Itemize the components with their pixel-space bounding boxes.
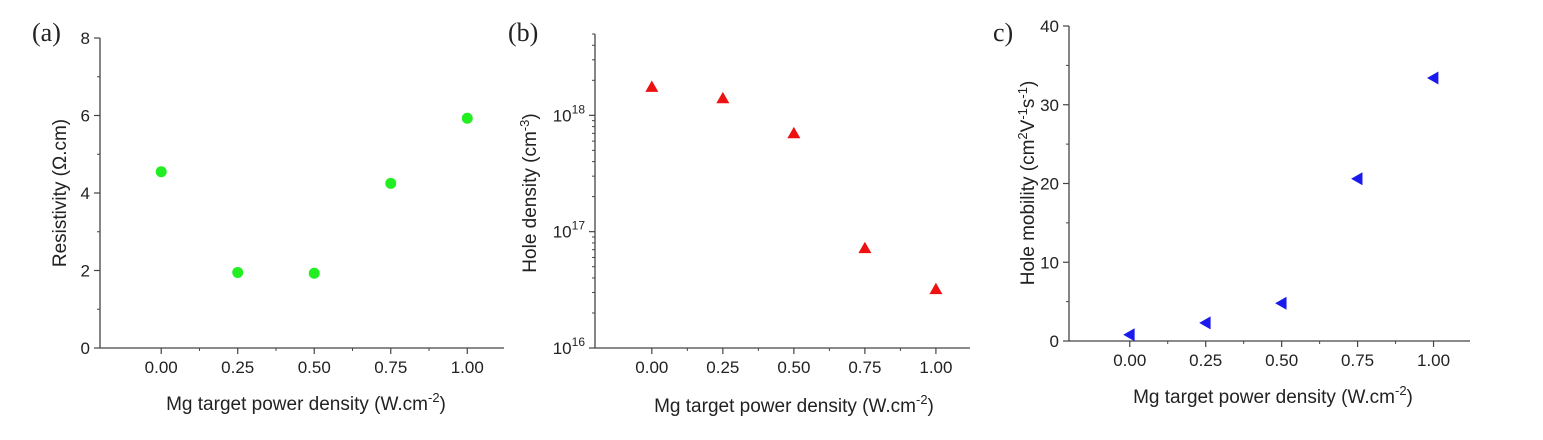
panel-c-x-axis-label: Mg target power density (W.cm-2) bbox=[1133, 383, 1413, 408]
panel-b: (b) 0.00 0.25 0.50 0.75 1.00 1016 1017 1018 Mg … bbox=[508, 18, 970, 417]
panel-b-x-tick-label: 0.75 bbox=[848, 358, 881, 377]
panel-c-x-tick-label: 0.00 bbox=[1113, 351, 1146, 370]
panel-c: c) 0.00 0.25 0.50 0.75 1.00 0 10 20 30 40 Mg targ… bbox=[993, 17, 1470, 408]
panel-c-y-tick-label: 20 bbox=[1040, 175, 1059, 194]
panel-c-data-point bbox=[1199, 316, 1211, 330]
panel-a-x-tick-label: 0.75 bbox=[374, 358, 407, 377]
panel-a-x-axis-label: Mg target power density (W.cm-2) bbox=[166, 390, 446, 415]
panel-b-x-tick-label: 1.00 bbox=[919, 358, 952, 377]
panel-b-x-axis-label: Mg target power density (W.cm-2) bbox=[654, 392, 934, 417]
panel-b-x-tick-label: 0.00 bbox=[635, 358, 668, 377]
panel-a-y-tick-label: 0 bbox=[81, 339, 90, 358]
panel-b-data-point bbox=[929, 282, 943, 295]
panel-a: (a) 0.00 0.25 0.50 0.75 1.00 0 2 4 6 8 Mg target … bbox=[32, 18, 504, 415]
panel-c-data-point bbox=[1275, 296, 1287, 310]
panel-b-y-tick-label: 1017 bbox=[553, 219, 586, 242]
panel-a-data-point bbox=[232, 266, 244, 278]
panel-b-x-tick-label: 0.25 bbox=[706, 358, 739, 377]
panel-a-x-tick-label: 1.00 bbox=[451, 358, 484, 377]
panel-b-label: (b) bbox=[508, 18, 538, 47]
panel-b-data-point bbox=[645, 80, 659, 92]
panel-b-y-tick-label: 1016 bbox=[553, 335, 586, 358]
panel-c-y-tick-label: 40 bbox=[1040, 17, 1059, 36]
panel-c-points bbox=[1123, 71, 1439, 342]
panel-c-y-tick-label: 10 bbox=[1040, 253, 1059, 272]
panel-c-data-point bbox=[1123, 328, 1135, 342]
panel-c-y-tick-label: 0 bbox=[1050, 332, 1059, 351]
panel-c-y-tick-label: 30 bbox=[1040, 96, 1059, 115]
panel-b-data-point bbox=[787, 126, 801, 139]
panel-a-x-tick-label: 0.50 bbox=[298, 358, 331, 377]
panel-c-x-tick-label: 1.00 bbox=[1417, 351, 1450, 370]
panel-a-points bbox=[155, 112, 473, 279]
panel-c-y-axis-label: Hole mobility (cm2V-1s-1) bbox=[1015, 81, 1039, 286]
panel-a-data-point bbox=[461, 112, 473, 124]
panel-a-y-tick-label: 4 bbox=[81, 184, 90, 203]
panel-a-x-tick-label: 0.25 bbox=[221, 358, 254, 377]
panel-c-data-point bbox=[1351, 172, 1363, 186]
panel-b-y-axis-label: Hole density (cm-3) bbox=[517, 113, 541, 272]
panel-a-x-tick-label: 0.00 bbox=[145, 358, 178, 377]
panel-b-points bbox=[645, 80, 943, 295]
panel-a-data-point bbox=[155, 166, 167, 178]
panel-c-ticks: 0.00 0.25 0.50 0.75 1.00 0 10 20 30 40 bbox=[1040, 17, 1470, 370]
panel-c-x-tick-label: 0.75 bbox=[1341, 351, 1374, 370]
panel-b-ticks: 0.00 0.25 0.50 0.75 1.00 1016 1017 1018 bbox=[553, 33, 970, 377]
panel-a-y-tick-label: 6 bbox=[81, 107, 90, 126]
panel-a-data-point bbox=[385, 177, 397, 189]
panel-b-x-tick-label: 0.50 bbox=[777, 358, 810, 377]
panel-c-x-tick-label: 0.25 bbox=[1189, 351, 1222, 370]
panel-c-x-tick-label: 0.50 bbox=[1265, 351, 1298, 370]
panel-b-data-point bbox=[716, 91, 730, 104]
panel-a-y-tick-label: 2 bbox=[81, 262, 90, 281]
panel-c-label: c) bbox=[993, 18, 1013, 47]
panel-c-data-point bbox=[1427, 71, 1439, 85]
panel-a-y-axis-label: Resistivity (Ω.cm) bbox=[50, 119, 71, 267]
panel-b-y-tick-label: 1018 bbox=[553, 102, 586, 125]
panel-a-data-point bbox=[308, 267, 320, 279]
panel-a-label: (a) bbox=[32, 18, 61, 47]
panel-b-data-point bbox=[858, 241, 872, 254]
panel-a-y-tick-label: 8 bbox=[81, 29, 90, 48]
panel-a-ticks: 0.00 0.25 0.50 0.75 1.00 0 2 4 6 8 bbox=[81, 29, 504, 377]
